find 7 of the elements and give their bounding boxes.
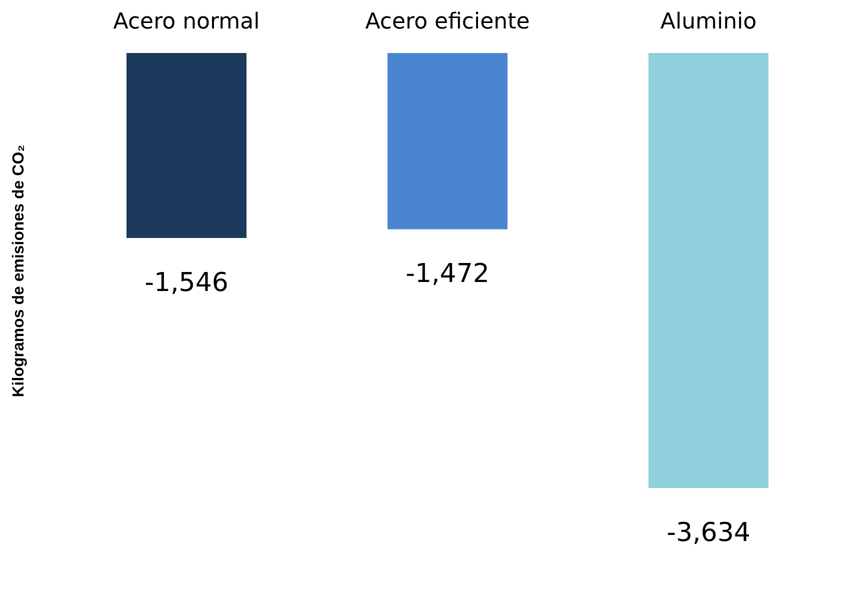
x-tick-label: Aluminio xyxy=(660,10,757,34)
y-axis-title: Kilogramos de emisiones de CO₂ xyxy=(10,144,28,398)
data-label: -1,546 xyxy=(144,268,228,298)
data-label: -3,634 xyxy=(666,518,750,548)
data-label: -1,472 xyxy=(406,259,490,290)
x-tick-label: Acero eficiente xyxy=(365,10,530,34)
x-tick-label: Acero normal xyxy=(113,10,260,34)
